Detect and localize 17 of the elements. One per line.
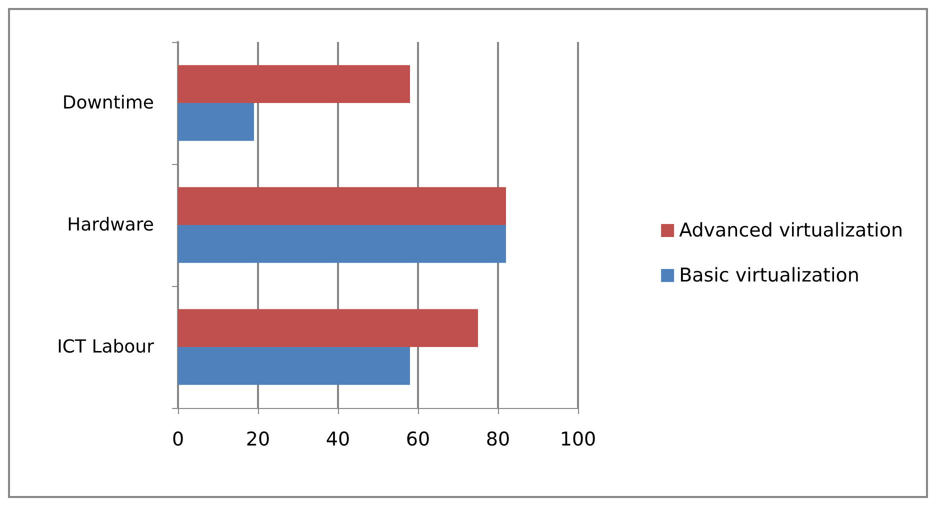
bar: [178, 187, 506, 225]
x-tick-label: 80: [486, 428, 510, 450]
x-tick-label: 100: [560, 428, 596, 450]
bar: [178, 309, 478, 347]
legend-label: Advanced virtualization: [679, 220, 904, 242]
bar: [178, 347, 410, 385]
x-tick-label: 60: [406, 428, 430, 450]
y-tick-label: Downtime: [62, 92, 154, 114]
y-tick-label: ICT Labour: [57, 336, 155, 358]
bar: [178, 225, 506, 263]
bar: [178, 65, 410, 103]
x-tick-label: 40: [326, 428, 350, 450]
legend-label: Basic virtualization: [679, 264, 860, 286]
y-tick-label: Hardware: [67, 214, 154, 236]
x-tick-label: 0: [172, 428, 184, 450]
x-tick-label: 20: [246, 428, 270, 450]
bar: [178, 103, 254, 141]
